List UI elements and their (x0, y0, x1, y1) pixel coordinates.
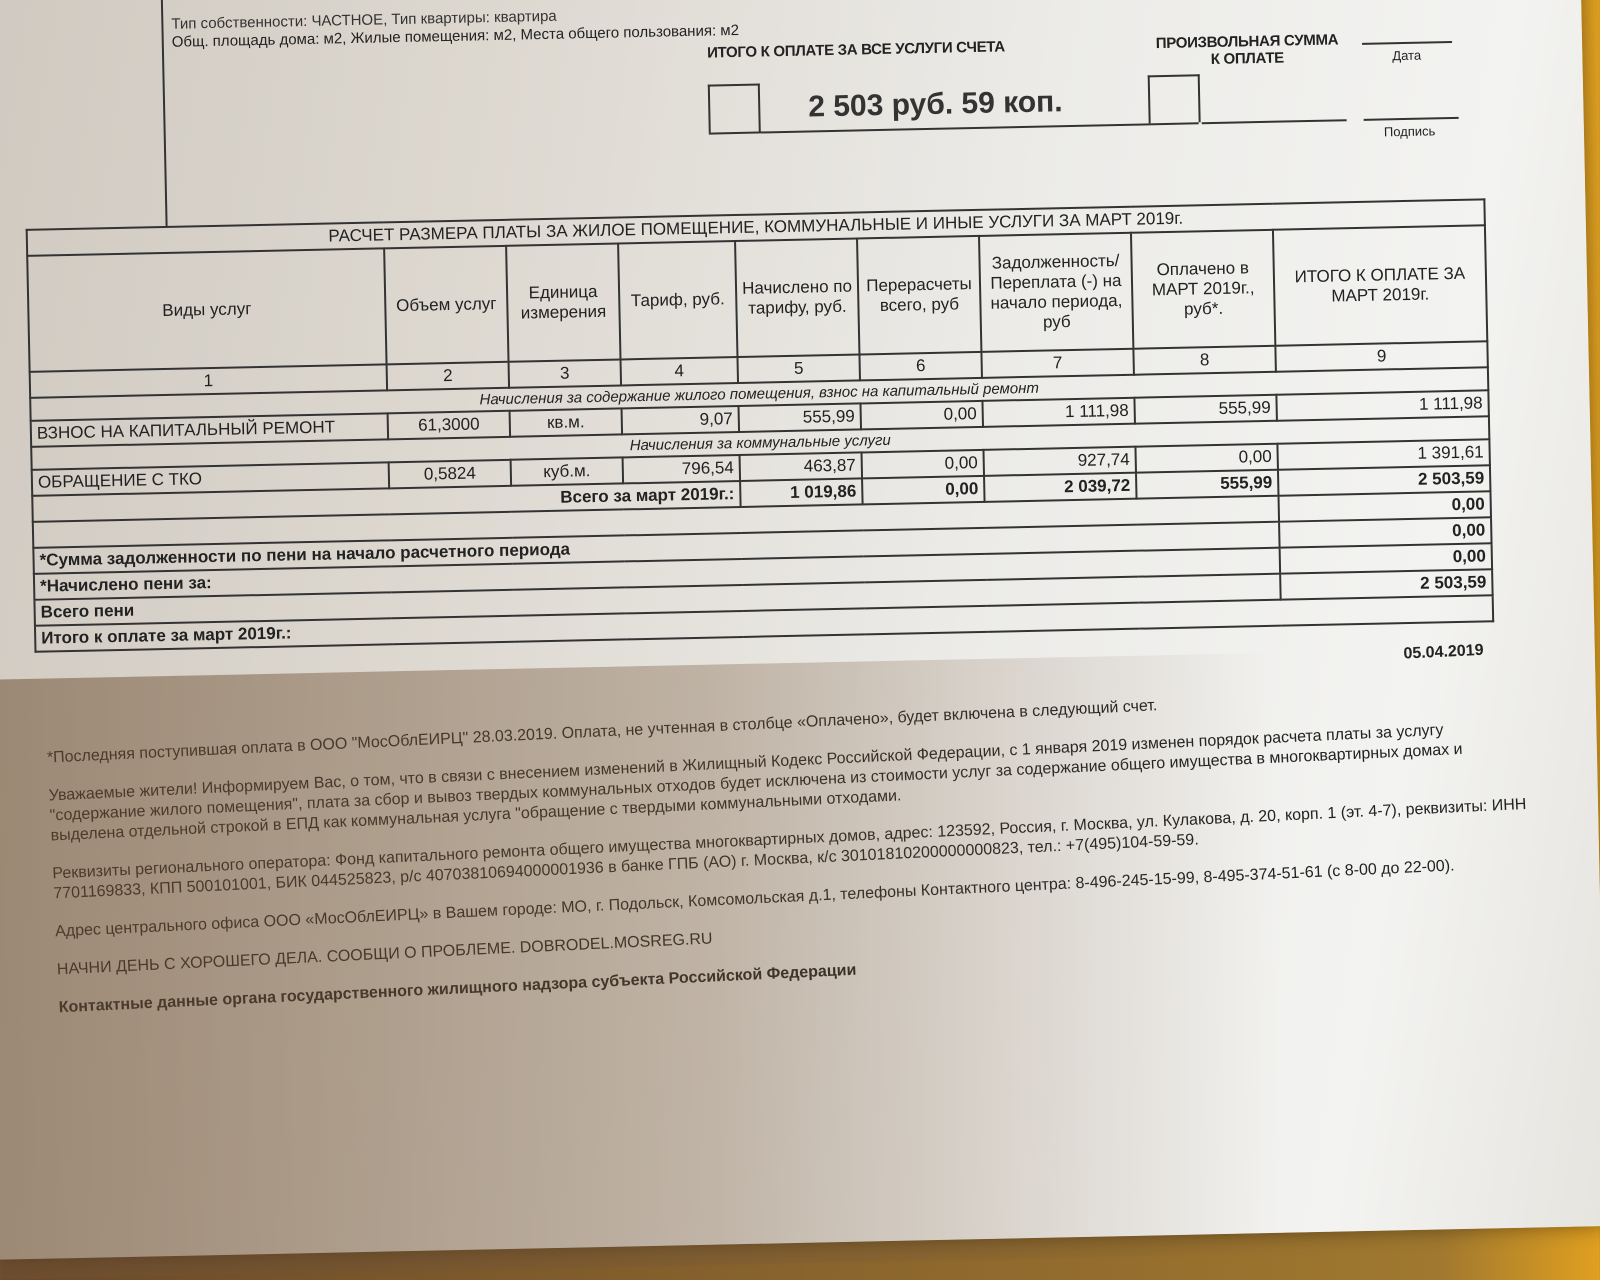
col-header: Виды услуг (27, 248, 387, 372)
paid: 555,99 (1134, 394, 1277, 424)
accrued: 555,99 (738, 403, 862, 432)
col-number: 4 (620, 357, 739, 386)
col-header: Задолженность/ Переплата (-) на начало п… (978, 232, 1134, 352)
col-number: 5 (737, 354, 861, 384)
divider (159, 0, 168, 226)
debt: 927,74 (983, 446, 1136, 476)
signature-line (1363, 116, 1459, 121)
date-label: Дата (1392, 47, 1422, 64)
total-amount: 2 503 руб. 59 коп. (807, 85, 1063, 124)
accrued: 463,87 (739, 452, 863, 481)
col-number: 6 (859, 351, 982, 381)
total-label: ИТОГО К ОПЛАТЕ ЗА ВСЕ УСЛУГИ СЧЕТА (706, 38, 1005, 62)
arbitrary-sum-line (1201, 119, 1347, 125)
col-number: 7 (981, 348, 1134, 378)
total-debt: 2 039,72 (984, 472, 1137, 502)
col-header: Перерасчеты всего, руб (857, 235, 982, 355)
tariff: 9,07 (621, 406, 740, 435)
total-paid: 555,99 (1135, 469, 1279, 499)
checkbox-total[interactable] (707, 83, 761, 133)
property-info: Тип собственности: ЧАСТНОЕ, Тип квартиры… (171, 4, 739, 52)
col-header: Оплачено в МАРТ 2019г., руб*. (1130, 229, 1276, 349)
col-header: Единица измерения (506, 243, 621, 362)
paid: 0,00 (1135, 443, 1278, 473)
signature-label: Подпись (1383, 123, 1436, 140)
footer-notes: 05.04.2019 *Последняя поступившая оплата… (47, 642, 1549, 1036)
total-accrued: 1 019,86 (740, 478, 863, 507)
col-header: Начислено по тарифу, руб. (735, 238, 860, 358)
charges-table: РАСЧЕТ РАЗМЕРА ПЛАТЫ ЗА ЖИЛОЕ ПОМЕЩЕНИЕ,… (26, 198, 1495, 652)
col-header: ИТОГО К ОПЛАТЕ ЗА МАРТ 2019г. (1272, 225, 1488, 346)
unit: куб.м. (510, 457, 624, 486)
issue-date: 05.04.2019 (1403, 641, 1484, 663)
debt: 1 111,98 (982, 397, 1135, 427)
unit: кв.м. (509, 408, 623, 437)
col-number: 2 (386, 361, 510, 391)
date-line (1362, 40, 1453, 45)
recalc: 0,00 (860, 400, 983, 430)
col-header: Объем услуг (384, 245, 509, 365)
recalc: 0,00 (861, 449, 985, 479)
col-header: Тариф, руб. (618, 241, 738, 360)
total-amount-box: 2 503 руб. 59 коп. (707, 74, 1201, 135)
col-number: 3 (508, 359, 622, 388)
total-recalc: 0,00 (862, 475, 985, 505)
checkbox-arbitrary[interactable] (1147, 74, 1201, 124)
volume: 61,3000 (387, 410, 511, 440)
col-number: 8 (1133, 345, 1276, 375)
volume: 0,5824 (388, 459, 512, 489)
tariff: 796,54 (622, 454, 741, 484)
arbitrary-sum-label: ПРОИЗВОЛЬНАЯ СУММА К ОПЛАТЕ (1155, 31, 1339, 69)
